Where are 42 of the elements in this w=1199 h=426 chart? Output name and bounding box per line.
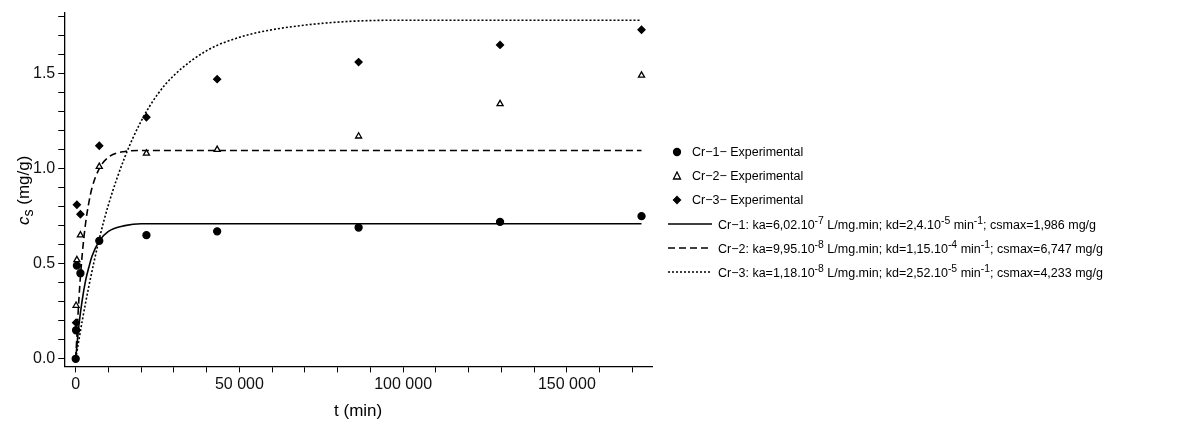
- point: [142, 149, 151, 156]
- legend-label: Cr−3: ka=1,18.10$^{-8}$ L/mg.min; kd=2,52.10$^{-5}$ min$^{-1}$; csmax=4,233 mg/g: [718, 263, 1103, 281]
- point: [354, 223, 363, 232]
- point: [354, 132, 363, 139]
- point: [76, 269, 85, 278]
- point: [213, 145, 221, 152]
- point: [637, 25, 646, 34]
- y-tick-label: 0.5: [32, 254, 56, 272]
- point: [95, 162, 103, 170]
- y-tick-label: 1.5: [32, 63, 56, 81]
- point: [142, 113, 151, 122]
- point: [495, 40, 505, 50]
- point: [213, 227, 222, 236]
- point: [213, 75, 222, 84]
- x-axis-title: t (min): [334, 401, 383, 421]
- point: [71, 354, 80, 363]
- point: [76, 210, 85, 219]
- point: [72, 261, 82, 270]
- legend-label: Cr−2− Experimental: [692, 169, 804, 183]
- point: [354, 57, 363, 67]
- legend-label: Cr−3− Experimental: [692, 193, 804, 207]
- x-tick-label: 150 000: [537, 375, 596, 393]
- point: [496, 99, 504, 107]
- legend-label: Cr−2: ka=9,95.10$^{-8}$ L/mg.min; kd=1,15.10$^{-4}$ min$^{-1}$; csmax=6,747 mg/g: [718, 239, 1103, 257]
- point: [71, 318, 81, 327]
- x-tick-label: 50 000: [214, 375, 264, 393]
- legend-label: Cr−1− Experimental: [692, 145, 804, 159]
- point: [71, 326, 81, 335]
- point: [72, 301, 80, 308]
- x-tick-label: 100 000: [374, 375, 433, 393]
- point: [637, 71, 646, 78]
- point: [95, 141, 104, 150]
- y-tick-label: 0.0: [32, 349, 56, 367]
- x-tick-label: 0: [71, 375, 81, 393]
- point: [142, 231, 151, 240]
- point: [73, 255, 81, 263]
- point: [495, 217, 505, 226]
- point: [76, 231, 85, 238]
- point: [72, 200, 82, 209]
- point: [637, 211, 646, 221]
- point: [95, 236, 104, 246]
- legend-label: Cr−1: ka=6,02.10$^{-7}$ L/mg.min; kd=2,4.10$^{-5}$ min$^{-1}$; csmax=1,986 mg/g: [718, 215, 1097, 233]
